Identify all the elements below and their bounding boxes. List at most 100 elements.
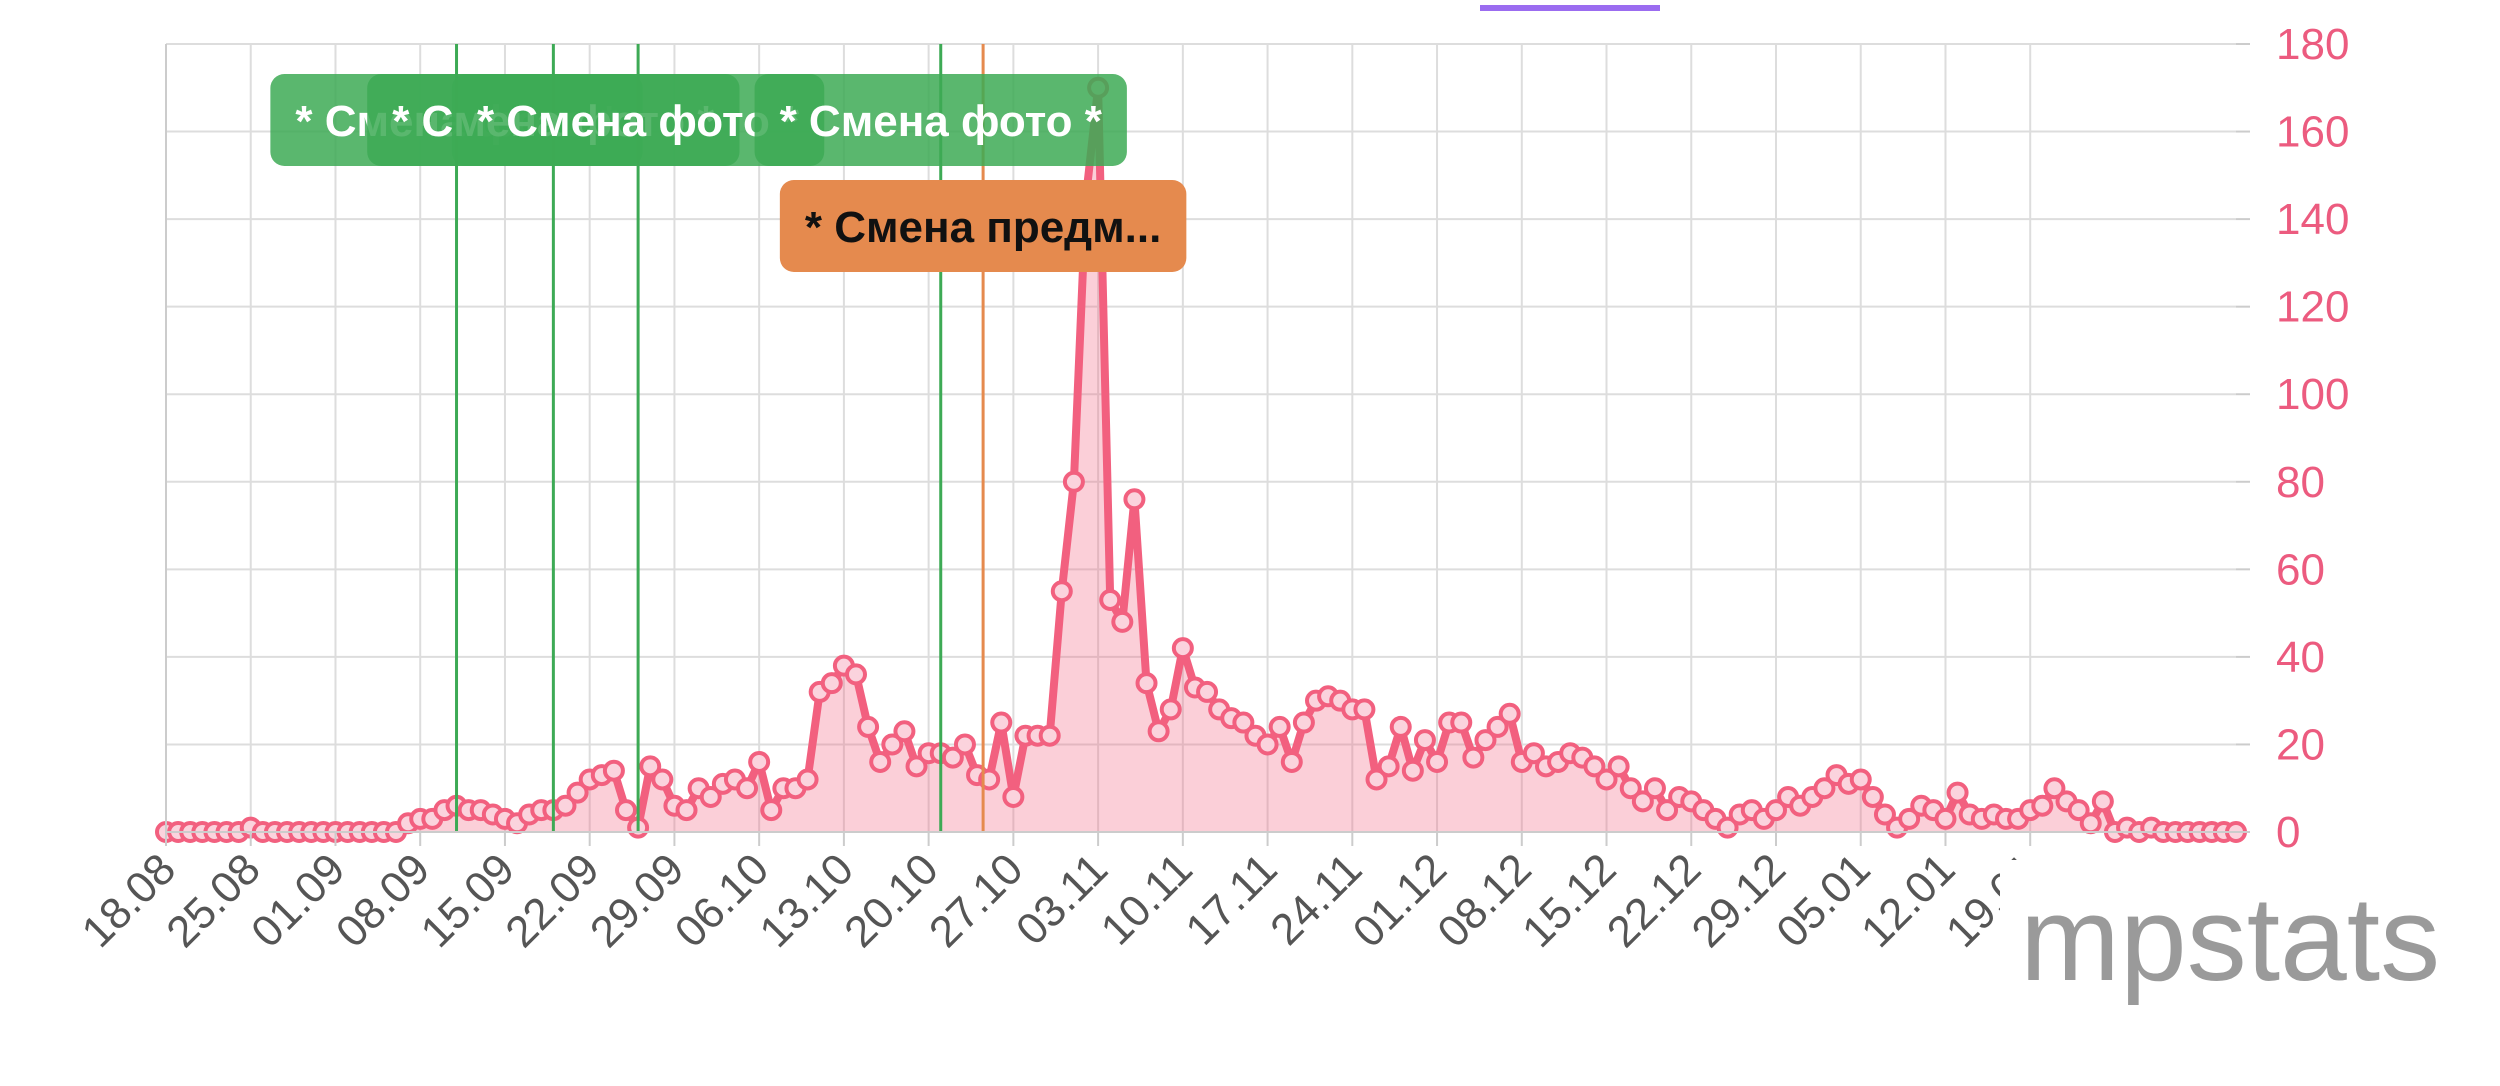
point	[1038, 724, 1061, 747]
point	[1522, 742, 1545, 765]
x-tick-label: 05.01	[1767, 844, 1880, 957]
x-tick-label: 24.11	[1261, 844, 1371, 954]
point	[1050, 580, 1073, 603]
y-tick-label: 160	[2276, 108, 2349, 157]
point	[1002, 785, 1025, 808]
y-tick-label: 180	[2276, 20, 2349, 69]
point	[1898, 807, 1921, 830]
event-label: * Смена фото *	[451, 74, 825, 166]
x-tick-label: 01.09	[242, 844, 355, 957]
plot	[155, 76, 2247, 843]
point	[554, 794, 577, 817]
point	[1256, 733, 1279, 756]
point	[796, 768, 819, 791]
x-tick-label: 18.08	[73, 844, 186, 957]
event-label: * Смена предм...	[779, 180, 1187, 272]
point	[675, 799, 698, 822]
point	[2079, 812, 2102, 835]
point	[2091, 790, 2114, 813]
x-tick-label: 13.10	[750, 844, 863, 957]
point	[1426, 750, 1449, 773]
point	[1462, 746, 1485, 769]
point	[1099, 588, 1122, 611]
point	[1813, 777, 1836, 800]
point	[1595, 768, 1618, 791]
area	[166, 87, 2236, 833]
x-tick-label: 22.09	[496, 844, 609, 957]
point	[1631, 790, 1654, 813]
point	[881, 733, 904, 756]
point	[1123, 488, 1146, 511]
y-tick-label: 40	[2276, 633, 2325, 682]
watermark: mpstats	[2020, 872, 2440, 1006]
point	[820, 672, 843, 695]
y-tick-label: 120	[2276, 283, 2349, 332]
event-box	[451, 74, 825, 166]
x-tick-label: 29.09	[581, 844, 694, 957]
point	[1498, 702, 1521, 725]
x-tick-label: 06.10	[666, 844, 779, 957]
point	[1401, 759, 1424, 782]
point	[1159, 698, 1182, 721]
point	[2031, 794, 2054, 817]
point	[1583, 755, 1606, 778]
y-tick-label: 60	[2276, 545, 2325, 594]
point	[1196, 680, 1219, 703]
point	[953, 733, 976, 756]
point	[1062, 470, 1085, 493]
event-box	[779, 180, 1187, 272]
x-tick-label: 29.12	[1683, 844, 1796, 957]
point	[2067, 799, 2090, 822]
x-tick-label: 12.01	[1852, 844, 1965, 957]
point	[1607, 755, 1630, 778]
y-tick-label: 80	[2276, 458, 2325, 507]
point	[1934, 807, 1957, 830]
event-text: * Смена фото *	[780, 97, 1103, 146]
point	[1171, 637, 1194, 660]
point	[651, 768, 674, 791]
x-tick-label: 25.08	[157, 844, 270, 957]
x-tick-label: 15.12	[1513, 844, 1626, 957]
events: * Смена фото ** Смена фото ** Смена фото…	[270, 44, 1187, 832]
x-tick-label: 08.09	[327, 844, 440, 957]
point	[1619, 777, 1642, 800]
point	[699, 785, 722, 808]
x-tick-label: 01.12	[1344, 844, 1457, 957]
point	[1365, 768, 1388, 791]
point	[1389, 715, 1412, 738]
point	[1474, 729, 1497, 752]
point	[1377, 755, 1400, 778]
x-tick-label: 15.09	[412, 844, 525, 957]
point	[1765, 799, 1787, 822]
x-tick-label: 17.11	[1176, 844, 1286, 954]
x-tick-label: 27.10	[920, 844, 1033, 957]
point	[1135, 672, 1158, 695]
point	[1450, 711, 1473, 734]
point	[869, 750, 892, 773]
point	[1946, 781, 1969, 804]
y-tick-label: 100	[2276, 370, 2349, 419]
point	[736, 777, 759, 800]
point	[990, 711, 1013, 734]
x-tick-label: 03.11	[1007, 844, 1117, 954]
point	[1413, 729, 1436, 752]
x-tick-label: 10.11	[1092, 844, 1202, 954]
point	[760, 799, 783, 822]
point	[845, 663, 867, 686]
point	[1268, 715, 1291, 738]
event-label: * Смена фото *	[754, 74, 1127, 166]
point	[566, 781, 589, 804]
point	[905, 755, 928, 778]
y-tick-label: 20	[2276, 720, 2325, 769]
point	[1353, 698, 1376, 721]
point	[1656, 799, 1679, 822]
point	[602, 759, 625, 782]
y-tick-label: 140	[2276, 195, 2349, 244]
x-tick-label: 20.10	[835, 844, 948, 957]
point	[978, 768, 1001, 791]
point	[1280, 750, 1303, 773]
point	[639, 755, 662, 778]
point	[2043, 777, 2066, 800]
point	[1147, 720, 1170, 743]
